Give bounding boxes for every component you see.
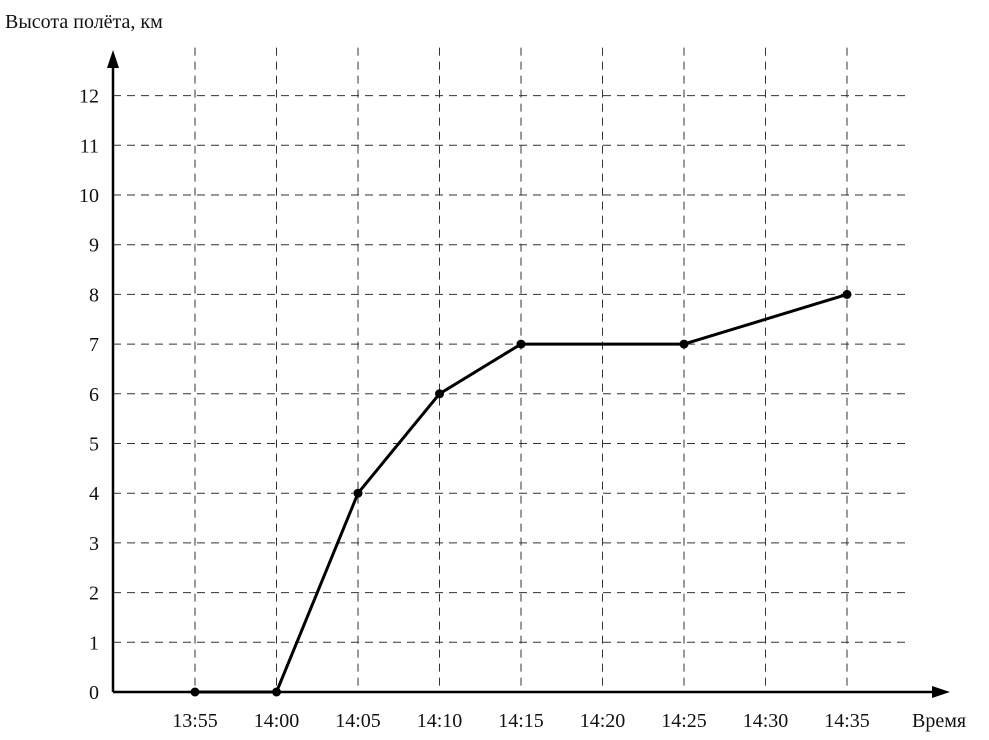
y-tick-label: 8 (89, 284, 99, 306)
x-tick-label: 14:20 (580, 710, 626, 732)
data-point (435, 389, 444, 399)
data-point (272, 687, 281, 697)
y-tick-label: 11 (80, 135, 99, 157)
y-tick-label: 1 (89, 632, 99, 654)
y-tick-label: 3 (89, 533, 99, 555)
y-tick-label: 12 (79, 86, 99, 108)
y-tick-label: 5 (89, 434, 99, 456)
y-tick-label: 0 (89, 682, 99, 704)
y-tick-label: 10 (79, 185, 99, 207)
x-tick-label: 14:00 (254, 710, 300, 732)
y-tick-label: 4 (89, 483, 99, 505)
x-tick-label: 14:35 (824, 710, 870, 732)
series (190, 289, 852, 697)
data-point (679, 339, 689, 349)
grid (113, 47, 906, 692)
y-tick-label: 6 (89, 384, 99, 406)
x-axis-title: Время (912, 710, 966, 732)
data-point (842, 289, 852, 299)
x-tick-label: 14:05 (335, 710, 381, 732)
x-tick-label: 13:55 (172, 710, 218, 732)
y-tick-label: 2 (89, 583, 99, 605)
y-tick-label: 7 (89, 334, 99, 356)
x-tick-label: 14:30 (743, 710, 789, 732)
x-tick-label: 14:15 (498, 710, 544, 732)
data-point (190, 687, 200, 697)
y-axis-title: Высота полёта, км (5, 11, 163, 33)
y-tick-label: 9 (89, 235, 99, 257)
data-point (516, 339, 526, 349)
axes (107, 50, 950, 698)
x-tick-label: 14:25 (661, 710, 707, 732)
y-axis-arrow (107, 50, 119, 68)
x-tick-label: 14:10 (417, 710, 463, 732)
data-point (353, 488, 363, 498)
x-axis-arrow (932, 686, 950, 698)
